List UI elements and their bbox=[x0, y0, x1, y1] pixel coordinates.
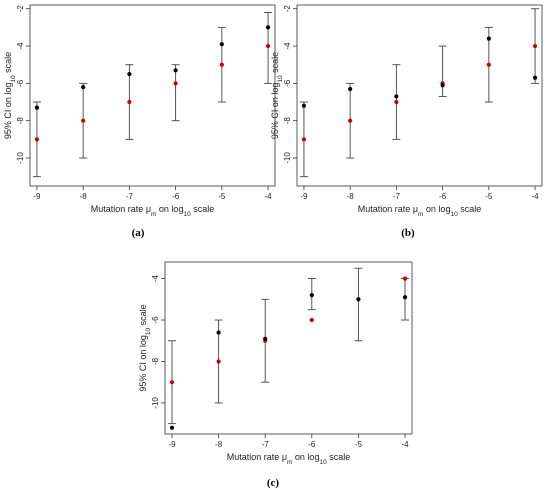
x-tick-label: -4 bbox=[265, 192, 273, 201]
black-point bbox=[301, 103, 307, 108]
chart-panel-2: -9 -8 -7 -6 -5 -4 -10 -8 -6 -4 -2 Mutation rate μm … bbox=[270, 4, 543, 239]
black-point bbox=[216, 330, 221, 335]
red-point bbox=[309, 317, 314, 323]
y-tick-label: -10 bbox=[283, 152, 292, 164]
y-tick-label: -4 bbox=[283, 42, 292, 50]
y-tick-label: -10 bbox=[16, 152, 25, 164]
black-point bbox=[173, 68, 178, 73]
red-point bbox=[169, 380, 175, 385]
black-point bbox=[169, 425, 175, 430]
red-point bbox=[127, 99, 132, 105]
y-tick-label: -4 bbox=[151, 274, 160, 282]
x-axis-label: Mutation rate μm on log10 scale bbox=[358, 204, 481, 218]
y-tick-label: -4 bbox=[16, 42, 25, 50]
red-point bbox=[81, 118, 86, 123]
red-point bbox=[402, 276, 408, 281]
red-point bbox=[265, 43, 271, 49]
x-tick-label: -7 bbox=[393, 192, 401, 201]
black-point bbox=[127, 71, 132, 77]
x-tick-label: -9 bbox=[168, 440, 176, 449]
red-point bbox=[394, 99, 399, 105]
y-tick-label: -2 bbox=[283, 5, 292, 13]
red-point bbox=[486, 62, 491, 67]
black-point bbox=[486, 36, 491, 41]
red-point bbox=[219, 62, 224, 67]
plot-frame bbox=[164, 261, 413, 435]
x-tick-label: -9 bbox=[33, 192, 41, 201]
black-point bbox=[81, 85, 86, 90]
red-point bbox=[532, 43, 538, 49]
y-tick-label: -8 bbox=[16, 117, 25, 125]
black-point bbox=[440, 83, 445, 88]
x-tick-label: -8 bbox=[80, 192, 88, 201]
y-axis-label: 95% CI on log10 scale bbox=[138, 304, 152, 391]
chart-panel-3: -9 -8 -7 -6 -5 -4 -10 -8 -6 -4 Mutation rate μm on… bbox=[138, 261, 413, 489]
x-tick-label: -5 bbox=[218, 192, 226, 201]
x-tick-label: -7 bbox=[126, 192, 134, 201]
red-point bbox=[348, 118, 353, 123]
y-tick-label: -6 bbox=[16, 79, 25, 87]
y-tick-label: -10 bbox=[151, 397, 160, 409]
black-point bbox=[348, 86, 353, 92]
black-point bbox=[532, 75, 538, 80]
red-point bbox=[216, 359, 221, 364]
x-tick-label: -6 bbox=[172, 192, 180, 201]
x-tick-label: -5 bbox=[355, 440, 363, 449]
x-tick-label: -6 bbox=[308, 440, 316, 449]
x-tick-label: -5 bbox=[485, 192, 493, 201]
y-axis-label: 95% CI on log10 scale bbox=[270, 52, 284, 139]
panel-caption: (a) bbox=[132, 227, 145, 239]
x-axis-label: Mutation rate μm on log10 scale bbox=[227, 452, 350, 466]
black-point bbox=[265, 25, 271, 30]
red-point bbox=[301, 137, 307, 142]
chart-panel-1: -9 -8 -7 -6 -5 -4 -10 -8 -6 -4 -2 Mutation rate μm … bbox=[3, 4, 276, 239]
x-tick-label: -7 bbox=[262, 440, 270, 449]
black-point bbox=[309, 293, 314, 298]
plot-frame bbox=[29, 4, 276, 187]
y-tick-label: -8 bbox=[283, 117, 292, 125]
y-tick-label: -2 bbox=[16, 5, 25, 13]
red-point bbox=[34, 137, 40, 142]
panel-caption: (c) bbox=[267, 477, 280, 489]
x-axis-label: Mutation rate μm on log10 scale bbox=[91, 204, 214, 218]
y-tick-label: -6 bbox=[283, 79, 292, 87]
x-tick-label: -8 bbox=[347, 192, 355, 201]
x-tick-label: -6 bbox=[439, 192, 447, 201]
red-point bbox=[173, 81, 178, 86]
black-point bbox=[263, 336, 268, 341]
panel-caption: (b) bbox=[401, 227, 415, 239]
black-point bbox=[219, 42, 224, 47]
x-tick-label: -9 bbox=[300, 192, 308, 201]
y-axis-label: 95% CI on log10 scale bbox=[3, 52, 17, 139]
x-tick-label: -4 bbox=[401, 440, 409, 449]
x-tick-label: -8 bbox=[215, 440, 223, 449]
black-point bbox=[356, 297, 361, 302]
black-point bbox=[34, 105, 40, 110]
x-tick-label: -4 bbox=[532, 192, 540, 201]
plot-frame bbox=[296, 4, 543, 187]
black-point bbox=[394, 94, 399, 99]
y-tick-label: -6 bbox=[151, 316, 160, 324]
y-tick-label: -8 bbox=[151, 357, 160, 365]
black-point bbox=[402, 295, 408, 300]
